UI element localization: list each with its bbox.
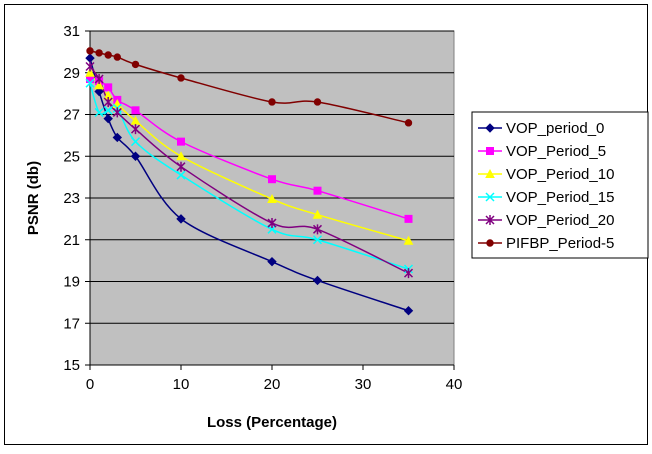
diamond-marker xyxy=(485,123,495,133)
diamond-marker xyxy=(176,214,186,224)
square-marker xyxy=(104,83,113,92)
series-markers-vop-period-0 xyxy=(85,53,414,316)
circle-marker xyxy=(131,60,140,69)
star-marker xyxy=(176,161,186,172)
x-axis-ticks: 0 10 20 30 40 xyxy=(86,31,463,393)
x-tick-label: 0 xyxy=(86,376,94,393)
circle-marker xyxy=(313,98,322,106)
x-tick-label: 10 xyxy=(173,376,190,393)
legend-label: PIFBP_Period-5 xyxy=(506,235,614,252)
circle-marker xyxy=(486,239,494,247)
circle-marker xyxy=(113,53,122,61)
y-tick-label: 15 xyxy=(63,357,80,374)
x-marker xyxy=(85,78,95,88)
diamond-marker xyxy=(130,151,141,161)
x-tick-label: 40 xyxy=(446,376,463,393)
y-tick-label: 31 xyxy=(63,23,80,40)
x-marker xyxy=(103,105,113,115)
x-tick-label: 20 xyxy=(264,376,281,393)
series-line-vop-period-0 xyxy=(89,57,409,312)
circle-marker xyxy=(95,49,103,57)
star-marker xyxy=(267,218,277,229)
star-marker xyxy=(403,268,414,279)
x-axis-label: Loss (Percentage) xyxy=(207,414,337,431)
legend-label: VOP_Period_5 xyxy=(506,143,606,160)
x-tick-label: 30 xyxy=(355,376,372,393)
star-marker xyxy=(94,74,104,85)
legend: VOP_period_0 VOP_Period_5 VOP_Period_10 VOP… xyxy=(471,111,649,259)
triangle-marker xyxy=(403,235,414,245)
diamond-marker xyxy=(267,256,277,267)
legend-box xyxy=(471,111,649,259)
diamond-marker xyxy=(403,306,414,316)
circle-marker xyxy=(104,51,112,59)
series-markers xyxy=(85,47,414,316)
square-marker xyxy=(404,214,413,223)
square-marker xyxy=(313,186,322,195)
series-markers-vop-period-20 xyxy=(85,61,414,279)
star-marker xyxy=(130,124,141,135)
series-line-vop-period-15 xyxy=(89,82,409,270)
series-markers-pifbp-period-5 xyxy=(86,47,413,127)
circle-marker xyxy=(177,74,185,82)
triangle-marker xyxy=(312,209,323,219)
y-tick-label: 21 xyxy=(63,232,80,249)
y-tick-label: 29 xyxy=(63,65,80,82)
x-marker xyxy=(130,137,141,147)
star-marker xyxy=(85,61,95,72)
legend-label: VOP_Period_20 xyxy=(506,212,614,229)
x-marker xyxy=(312,235,323,245)
legend-item: VOP_Period_5 xyxy=(478,143,606,160)
y-tick-label: 27 xyxy=(63,107,80,124)
y-axis-ticks: 15 17 19 21 23 25 27 29 31 xyxy=(63,23,90,374)
square-marker xyxy=(486,147,494,155)
diamond-marker xyxy=(312,275,323,286)
legend-item: VOP_Period_15 xyxy=(478,189,614,206)
circle-marker xyxy=(268,98,276,106)
star-marker xyxy=(312,224,323,235)
triangle-marker xyxy=(94,80,104,90)
legend-label: VOP_Period_10 xyxy=(506,166,614,183)
triangle-marker xyxy=(85,67,95,77)
legend-item: VOP_period_0 xyxy=(478,120,604,137)
diamond-marker xyxy=(94,86,104,97)
legend-item: VOP_Period_10 xyxy=(478,166,614,183)
y-tick-label: 23 xyxy=(63,190,80,207)
y-axis-label: PSNR (db) xyxy=(25,161,42,235)
x-marker xyxy=(485,192,495,202)
legend-label: VOP_Period_15 xyxy=(506,189,614,206)
square-marker xyxy=(177,137,185,146)
circle-marker xyxy=(86,47,94,55)
star-marker xyxy=(485,215,495,225)
legend-item: VOP_Period_20 xyxy=(478,212,614,229)
series-markers-vop-period-10 xyxy=(85,67,414,245)
y-tick-label: 17 xyxy=(63,315,80,332)
square-marker xyxy=(268,175,276,184)
y-tick-label: 25 xyxy=(63,148,80,165)
legend-item: PIFBP_Period-5 xyxy=(478,235,614,252)
triangle-marker xyxy=(267,193,277,204)
gridlines xyxy=(90,30,454,324)
legend-label: VOP_period_0 xyxy=(506,120,604,137)
circle-marker xyxy=(404,119,413,127)
x-marker xyxy=(94,107,104,117)
triangle-marker xyxy=(485,168,495,178)
triangle-marker xyxy=(176,151,186,161)
star-marker xyxy=(112,107,122,118)
y-tick-label: 19 xyxy=(63,274,80,291)
square-marker xyxy=(131,106,140,115)
diamond-marker xyxy=(103,113,113,124)
star-marker xyxy=(103,96,113,107)
x-marker xyxy=(176,170,186,180)
diamond-marker xyxy=(112,132,123,143)
